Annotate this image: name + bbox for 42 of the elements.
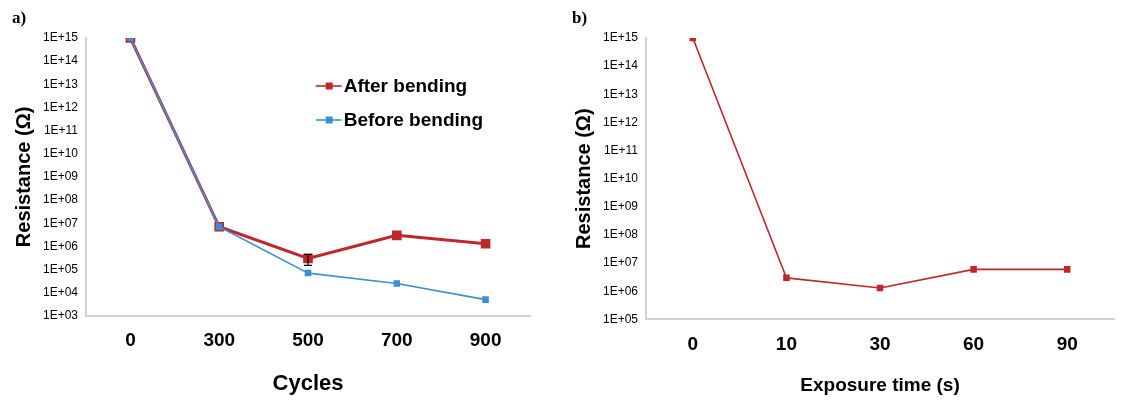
x-axis-title: Cycles [272,369,344,395]
legend-label: Before bending [343,109,484,131]
y-tick-label: 1E+04 [42,284,79,299]
y-tick-label: 1E+13 [42,76,79,91]
y-tick-label: 1E+06 [602,283,639,298]
y-tick-label: 1E+09 [42,169,79,184]
y-tick-label: 1E+10 [42,146,79,161]
y-axis-title: Resistance (Ω) [11,106,34,248]
y-tick-label: 1E+07 [602,255,639,270]
y-tick-label: 1E+08 [42,192,79,207]
x-tick-label: 10 [775,333,797,355]
y-tick-label: 1E+14 [42,53,79,68]
y-tick-label: 1E+08 [602,227,639,242]
x-axis-title: Exposure time (s) [800,373,960,395]
legend-label: After bending [343,75,468,97]
y-tick-label: 1E+10 [602,171,639,186]
x-tick-label: 60 [963,333,985,355]
y-tick-label: 1E+05 [602,311,639,326]
y-tick-label: 1E+15 [602,30,639,45]
text: a) [12,7,27,27]
text: b) [572,7,588,27]
x-tick-label: 900 [469,329,502,351]
x-tick-label: 700 [380,329,413,351]
x-tick-label: 0 [125,329,136,351]
y-tick-label: 1E+05 [42,261,79,276]
y-tick-label: 1E+12 [42,99,79,114]
y-tick-label: 1E+03 [42,308,79,323]
x-tick-label: 90 [1056,333,1078,355]
x-tick-label: 300 [203,329,236,351]
y-tick-label: 1E+11 [43,122,79,137]
x-tick-label: 0 [687,333,699,355]
y-tick-label: 1E+11 [603,142,639,157]
y-tick-label: 1E+15 [42,30,79,45]
x-tick-label: 500 [292,329,324,351]
y-tick-label: 1E+09 [602,199,639,214]
y-tick-label: 1E+13 [602,86,639,101]
x-tick-label: 30 [869,333,891,355]
y-tick-label: 1E+14 [602,58,639,73]
y-tick-label: 1E+12 [602,114,639,129]
y-tick-label: 1E+07 [42,215,79,230]
y-axis-title: Resistance (Ω) [571,108,594,249]
y-tick-label: 1E+06 [42,238,79,253]
